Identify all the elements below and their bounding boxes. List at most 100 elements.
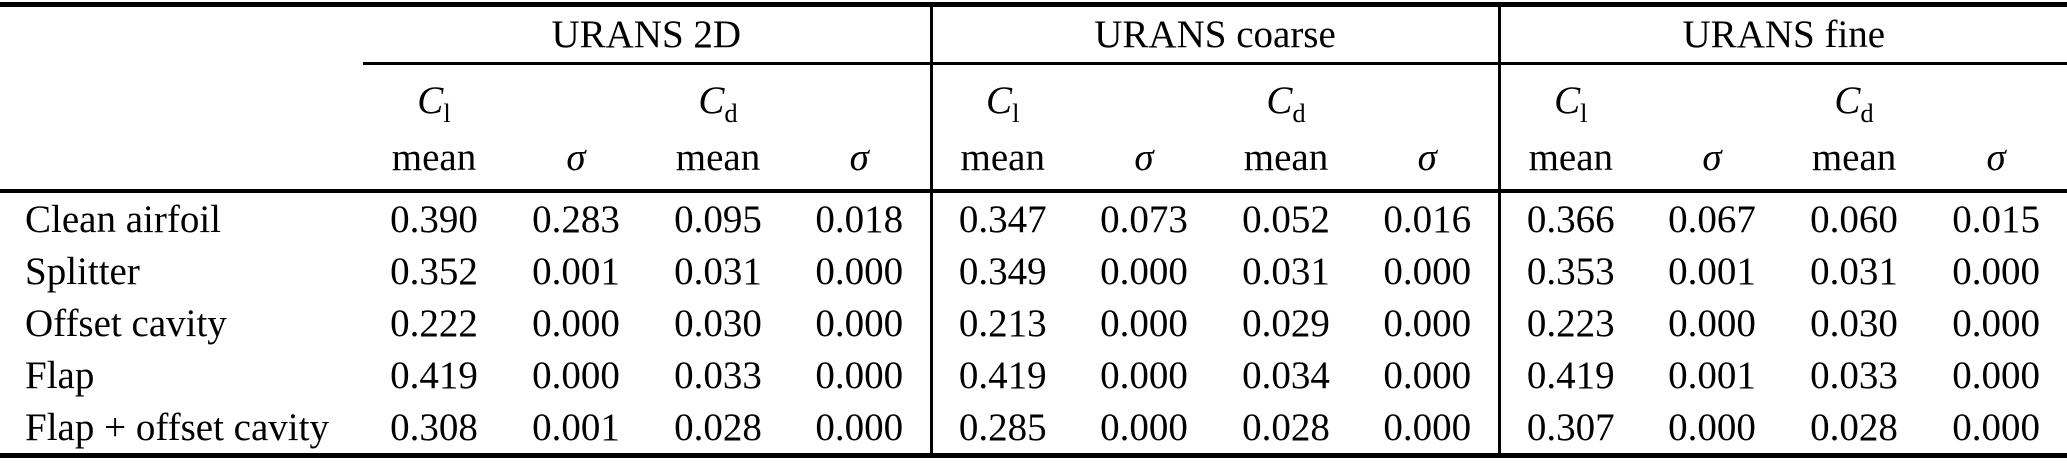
group-header-urans-2d: URANS 2D: [363, 4, 931, 65]
col-header-cl: Cl: [363, 64, 505, 125]
value-cell: 0.283: [532, 197, 620, 241]
spacer-cell: [1925, 64, 2067, 126]
value-cell: 0.001: [532, 249, 620, 293]
value-cell: 0.031: [674, 249, 762, 293]
table-row: Flap 0.419 0.000 0.033 0.000 0.419 0.000…: [0, 349, 2067, 401]
value-cell: 0.000: [815, 249, 904, 293]
col-header-mean: mean: [1783, 125, 1926, 193]
value-cell: 0.028: [1242, 405, 1330, 449]
row-label: Flap + offset cavity: [25, 405, 329, 449]
value-cell: 0.000: [1952, 353, 2040, 397]
table-row: Offset cavity 0.222 0.000 0.030 0.000 0.…: [0, 297, 2067, 349]
value-cell: 0.352: [390, 249, 478, 293]
value-cell: 0.307: [1497, 401, 1642, 456]
value-cell: 0.366: [1497, 191, 1642, 245]
value-cell: 0.095: [674, 197, 762, 241]
value-cell: 0.308: [390, 405, 478, 449]
value-cell: 0.000: [1952, 301, 2040, 345]
results-table: URANS 2D URANS coarse URANS fine Cl Cd C…: [0, 2, 2067, 458]
table-row: Flap + offset cavity 0.308 0.001 0.028 0…: [0, 401, 2067, 456]
value-cell: 0.029: [1242, 301, 1330, 345]
value-cell: 0.033: [674, 353, 762, 397]
spacer-cell: [789, 64, 931, 126]
col-header-cd: Cd: [1215, 64, 1357, 125]
value-cell: 0.222: [390, 301, 478, 345]
value-cell: 0.000: [1383, 405, 1472, 449]
value-cell: 0.073: [1100, 197, 1188, 241]
value-cell: 0.000: [1952, 405, 2040, 449]
value-cell: 0.000: [1100, 249, 1188, 293]
cd-symbol: Cd: [1834, 79, 1874, 125]
cd-symbol: Cd: [698, 79, 738, 125]
value-cell: 0.033: [1810, 353, 1898, 397]
stat-header-row: mean σ mean σ mean σ mean σ mean σ mean …: [0, 125, 2067, 193]
value-cell: 0.000: [1668, 301, 1756, 345]
value-cell: 0.353: [1497, 245, 1642, 297]
row-label: Flap: [25, 353, 95, 397]
value-cell: 0.285: [929, 401, 1073, 456]
cl-symbol: Cl: [1554, 79, 1588, 125]
col-header-mean: mean: [647, 125, 789, 193]
spacer-cell: [0, 64, 363, 126]
cd-symbol: Cd: [1266, 79, 1306, 125]
value-cell: 0.052: [1242, 197, 1330, 241]
value-cell: 0.001: [1668, 353, 1756, 397]
col-header-cd: Cd: [647, 64, 789, 125]
value-cell: 0.223: [1497, 297, 1642, 349]
value-cell: 0.000: [1383, 301, 1472, 345]
value-cell: 0.000: [815, 405, 904, 449]
col-header-sigma: σ: [1073, 125, 1215, 193]
value-cell: 0.000: [532, 353, 620, 397]
value-cell: 0.000: [1668, 405, 1756, 449]
cl-symbol: Cl: [986, 79, 1020, 125]
value-cell: 0.016: [1383, 197, 1472, 241]
value-cell: 0.015: [1952, 197, 2040, 241]
value-cell: 0.000: [1383, 249, 1472, 293]
value-cell: 0.060: [1810, 197, 1898, 241]
col-header-mean: mean: [363, 125, 505, 193]
value-cell: 0.000: [1100, 301, 1188, 345]
col-header-cd: Cd: [1783, 64, 1925, 125]
value-cell: 0.031: [1242, 249, 1330, 293]
row-label: Offset cavity: [25, 301, 227, 345]
row-label: Clean airfoil: [25, 197, 222, 241]
value-cell: 0.000: [1383, 353, 1472, 397]
value-cell: 0.213: [929, 297, 1073, 349]
col-header-sigma: σ: [1641, 125, 1784, 193]
spacer-cell: [1641, 64, 1783, 126]
value-cell: 0.028: [674, 405, 762, 449]
value-cell: 0.031: [1810, 249, 1898, 293]
col-header-sigma: σ: [1925, 125, 2067, 193]
coefficient-header-row: Cl Cd Cl Cd Cl Cd: [0, 63, 2067, 126]
table-row: Clean airfoil 0.390 0.283 0.095 0.018 0.…: [0, 191, 2067, 245]
col-header-cl: Cl: [929, 63, 1073, 125]
value-cell: 0.349: [929, 245, 1073, 297]
value-cell: 0.000: [815, 353, 904, 397]
col-header-sigma: σ: [505, 125, 647, 193]
spacer-cell: [1073, 64, 1215, 126]
value-cell: 0.030: [1810, 301, 1898, 345]
value-cell: 0.000: [1100, 405, 1188, 449]
value-cell: 0.067: [1668, 197, 1756, 241]
spacer-cell: [0, 125, 363, 193]
table-row: Splitter 0.352 0.001 0.031 0.000 0.349 0…: [0, 245, 2067, 297]
group-header-row: URANS 2D URANS coarse URANS fine: [0, 4, 2067, 65]
value-cell: 0.018: [815, 197, 904, 241]
col-header-mean: mean: [1497, 125, 1642, 193]
value-cell: 0.000: [1952, 249, 2040, 293]
row-label: Splitter: [25, 249, 140, 293]
value-cell: 0.000: [1100, 353, 1188, 397]
value-cell: 0.419: [1497, 349, 1642, 401]
value-cell: 0.001: [1668, 249, 1756, 293]
value-cell: 0.034: [1242, 353, 1330, 397]
value-cell: 0.000: [532, 301, 620, 345]
col-header-sigma: σ: [789, 125, 931, 193]
col-header-sigma: σ: [1357, 125, 1500, 193]
spacer-cell: [0, 5, 363, 64]
col-header-mean: mean: [1215, 125, 1357, 193]
value-cell: 0.000: [815, 301, 904, 345]
cl-symbol: Cl: [417, 79, 451, 125]
col-header-cl: Cl: [1497, 63, 1642, 125]
spacer-cell: [505, 64, 647, 126]
